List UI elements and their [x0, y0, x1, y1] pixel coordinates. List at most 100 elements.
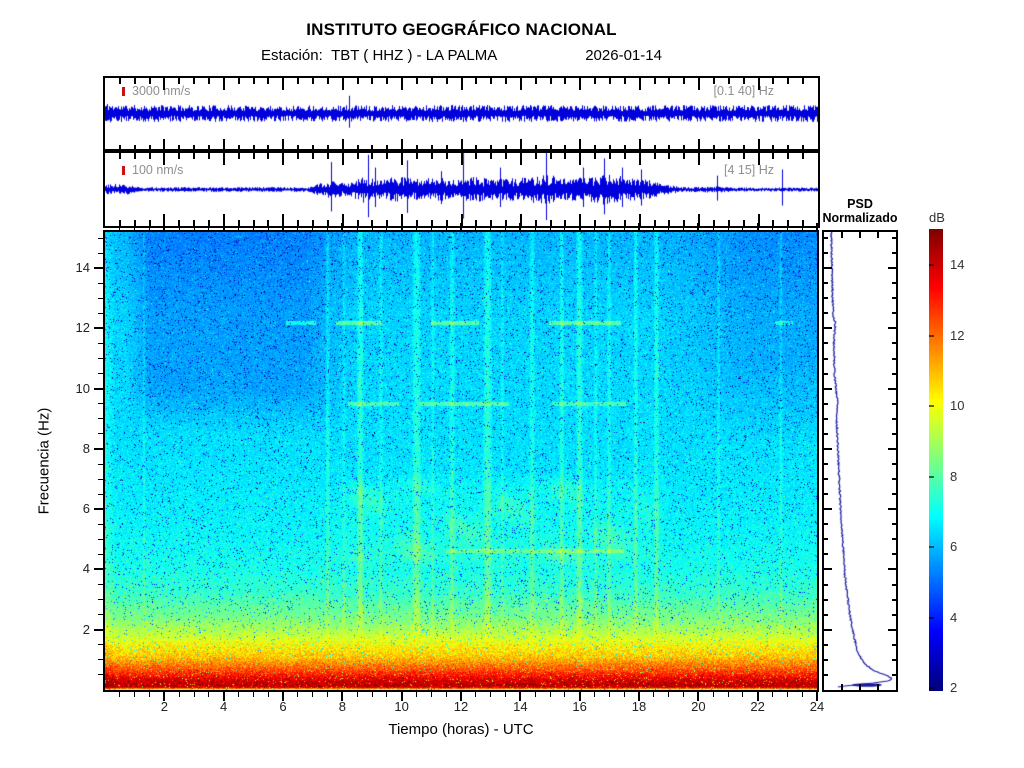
trace-x-tick: [475, 78, 478, 84]
x-tick: [386, 692, 388, 697]
x-tick-label: 10: [394, 699, 409, 714]
trace-x-tick: [727, 145, 730, 151]
colorbar-tick: [929, 475, 934, 478]
seismogram-filtered-waveform: [105, 153, 818, 226]
trace-x-tick: [698, 78, 701, 90]
x-tick-top: [653, 226, 655, 230]
trace-x-tick: [519, 153, 522, 165]
psd-y-tick: [888, 508, 896, 511]
trace-x-tick: [207, 153, 210, 159]
trace-x-tick: [519, 214, 522, 226]
psd-y-tick: [824, 538, 828, 541]
x-tick: [564, 692, 566, 697]
trace-x-tick: [401, 139, 404, 151]
trace-x-tick: [326, 78, 329, 84]
psd-y-tick: [888, 327, 896, 330]
trace-x-tick: [683, 78, 686, 84]
psd-y-tick: [824, 553, 828, 556]
y-tick: [98, 659, 103, 661]
x-tick: [149, 692, 150, 697]
y-tick: [98, 418, 103, 420]
psd-y-tick: [824, 613, 828, 616]
trace-x-tick: [683, 153, 686, 159]
trace-x-tick: [326, 153, 329, 159]
trace-x-tick: [534, 220, 537, 226]
trace-x-tick: [594, 153, 597, 159]
x-tick: [445, 692, 447, 697]
y-tick: [98, 674, 103, 676]
psd-y-tick: [892, 297, 896, 300]
trace-x-tick: [579, 153, 582, 165]
trace-x-tick: [653, 78, 656, 84]
psd-y-tick: [824, 267, 832, 270]
colorbar-tick: [929, 264, 934, 267]
trace-x-tick: [668, 78, 671, 84]
y-tick: [98, 358, 103, 360]
trace-x-tick: [386, 153, 389, 159]
y-tick: [98, 644, 103, 646]
psd-x-tick: [877, 232, 879, 238]
trace-x-tick: [787, 220, 790, 226]
trace-x-tick: [356, 78, 359, 84]
x-tick: [668, 692, 670, 697]
x-tick: [519, 692, 522, 701]
trace-x-tick: [698, 153, 701, 165]
psd-y-tick: [824, 387, 832, 390]
psd-y-tick: [824, 237, 828, 240]
trace-x-tick: [460, 153, 463, 165]
x-tick-top: [772, 226, 773, 230]
trace-x-tick: [772, 220, 775, 226]
trace-x-tick: [178, 78, 181, 84]
trace-x-tick: [534, 78, 537, 84]
trace-x-tick: [178, 153, 181, 159]
psd-y-tick: [824, 447, 832, 450]
colorbar-tick: [929, 687, 934, 689]
psd-y-tick: [824, 372, 828, 375]
x-tick: [697, 692, 700, 701]
y-tick: [98, 523, 103, 525]
x-tick-top: [282, 223, 284, 230]
trace-x-tick: [148, 78, 151, 84]
trace-x-tick: [163, 153, 166, 165]
x-tick-top: [238, 226, 239, 230]
colorbar-tick-label: 12: [950, 327, 965, 343]
trace-x-tick: [133, 78, 136, 84]
trace-x-tick: [178, 145, 181, 151]
trace-x-tick: [802, 78, 805, 84]
psd-y-tick: [824, 508, 832, 511]
x-tick-top: [786, 226, 788, 230]
trace-x-tick: [252, 78, 255, 84]
psd-y-tick: [824, 312, 828, 315]
y-tick: [98, 614, 103, 616]
trace-x-tick: [237, 145, 240, 151]
trace-x-tick: [638, 139, 641, 151]
trace-x-tick: [579, 139, 582, 151]
trace-x-tick: [445, 220, 448, 226]
trace-x-tick: [757, 139, 760, 151]
y-tick: [98, 342, 103, 344]
trace-x-tick: [133, 220, 136, 226]
colorbar: [929, 229, 943, 691]
x-tick: [460, 692, 462, 701]
trace-x-tick: [430, 145, 433, 151]
trace-x-tick: [193, 145, 196, 151]
trace-x-tick: [415, 153, 418, 159]
x-tick: [400, 692, 403, 701]
y-tick: [94, 327, 103, 330]
trace-x-tick: [787, 153, 790, 159]
x-tick-top: [505, 226, 506, 230]
trace-x-tick: [460, 139, 463, 151]
x-tick-top: [712, 226, 714, 230]
psd-y-tick: [824, 568, 832, 571]
trace-x-tick: [490, 153, 493, 159]
trace-x-tick: [148, 153, 151, 159]
trace-x-tick: [311, 153, 314, 159]
trace-x-tick: [326, 220, 329, 226]
trace-x-tick: [252, 220, 255, 226]
trace-x-tick: [222, 139, 225, 151]
spectrogram-heatmap: [105, 232, 817, 690]
x-tick: [252, 692, 254, 697]
x-tick-top: [312, 226, 314, 230]
x-tick-top: [178, 226, 180, 230]
psd-y-tick: [892, 538, 896, 541]
